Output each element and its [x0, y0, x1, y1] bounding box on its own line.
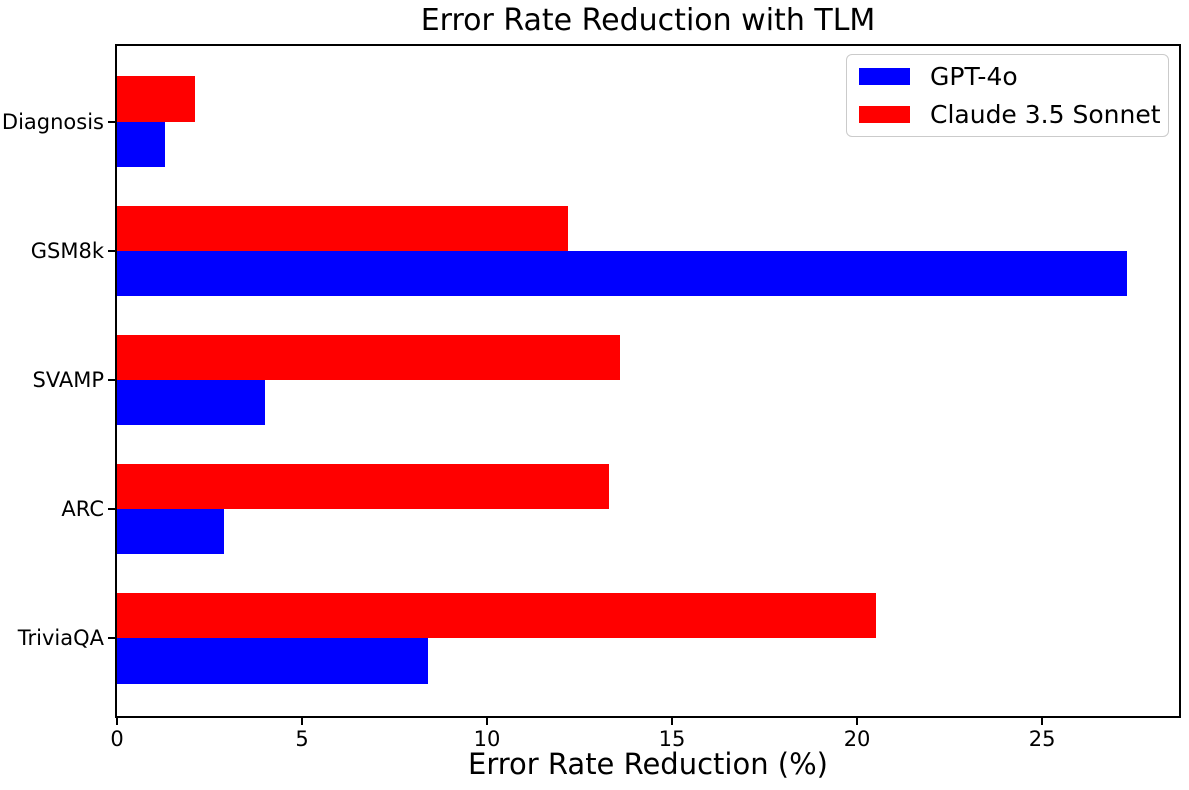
- x-tick-label-25: 25: [1028, 727, 1056, 751]
- x-tick-mark-5: [301, 718, 304, 725]
- y-tick-label-arc: ARC: [61, 497, 104, 522]
- x-tick-mark-20: [856, 718, 859, 725]
- bar-claude-3-5-sonnet-svamp: [117, 334, 621, 380]
- x-tick-label-5: 5: [295, 727, 309, 751]
- bar-gpt-4o-triviaqa: [117, 638, 428, 684]
- bar-claude-3-5-sonnet-triviaqa: [117, 593, 876, 639]
- legend-swatch-claude: [859, 106, 910, 123]
- legend-entry-claude: Claude 3.5 Sonnet: [859, 98, 1161, 132]
- bars-container: [117, 46, 1179, 714]
- bar-gpt-4o-gsm8k: [117, 250, 1128, 296]
- x-tick-label-10: 10: [473, 727, 501, 751]
- y-tick-mark-arc: [108, 508, 116, 511]
- x-tick-mark-15: [671, 718, 674, 725]
- x-tick-mark-25: [1041, 718, 1044, 725]
- bar-gpt-4o-diagnosis: [117, 121, 166, 167]
- y-tick-label-diagnosis: Diagnosis: [1, 109, 104, 134]
- bar-gpt-4o-arc: [117, 509, 225, 555]
- x-tick-mark-0: [116, 718, 118, 725]
- y-tick-label-triviaqa: TriviaQA: [17, 626, 104, 651]
- y-tick-label-gsm8k: GSM8k: [30, 238, 104, 263]
- legend-label-gpt-4o: GPT-4o: [930, 61, 1018, 91]
- x-tick-label-15: 15: [658, 727, 686, 751]
- x-axis-label: Error Rate Reduction (%): [468, 747, 828, 781]
- legend-label-claude: Claude 3.5 Sonnet: [930, 99, 1161, 129]
- bar-claude-3-5-sonnet-gsm8k: [117, 205, 569, 251]
- bar-claude-3-5-sonnet-diagnosis: [117, 76, 195, 122]
- y-axis: Diagnosis GSM8k SVAMP ARC TriviaQA: [0, 46, 116, 714]
- legend-swatch-gpt-4o: [859, 68, 910, 85]
- y-tick-mark-diagnosis: [108, 120, 116, 123]
- legend: GPT-4o Claude 3.5 Sonnet: [846, 54, 1169, 137]
- x-axis: 0 5 10 15 20 25: [110, 718, 1179, 778]
- y-tick-mark-triviaqa: [108, 637, 116, 640]
- y-tick-mark-gsm8k: [108, 249, 116, 252]
- bar-claude-3-5-sonnet-arc: [117, 463, 610, 510]
- y-tick-label-svamp: SVAMP: [32, 368, 104, 392]
- plot-area: [115, 44, 1181, 718]
- x-tick-label-20: 20: [843, 727, 871, 751]
- chart-title: Error Rate Reduction with TLM: [420, 3, 876, 38]
- x-tick-mark-10: [486, 718, 489, 725]
- bar-gpt-4o-svamp: [117, 380, 265, 426]
- y-tick-mark-svamp: [108, 379, 116, 381]
- legend-entry-gpt-4o: GPT-4o: [859, 60, 1156, 94]
- x-tick-label-0: 0: [110, 727, 124, 751]
